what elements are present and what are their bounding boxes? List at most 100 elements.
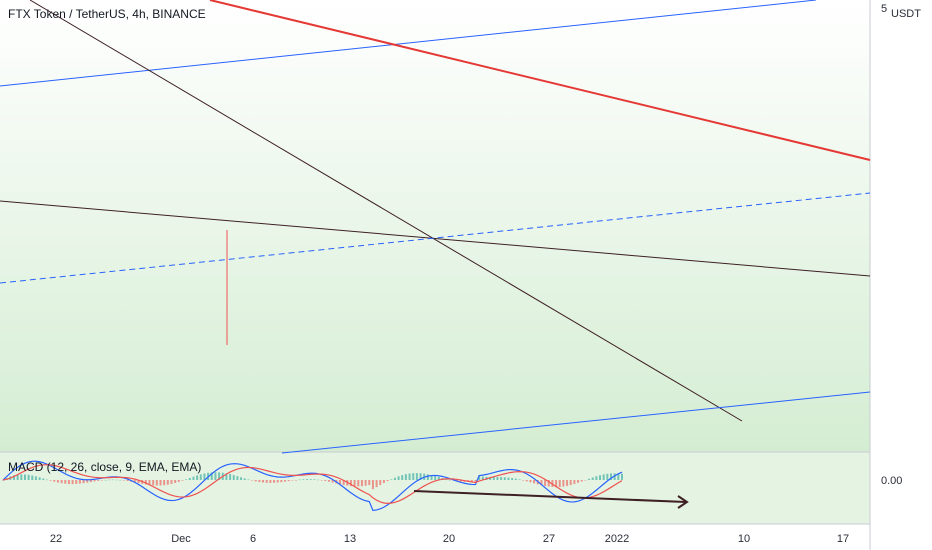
macd-histogram-bar — [159, 480, 162, 486]
macd-histogram-bar — [295, 480, 298, 481]
macd-histogram-bar — [327, 480, 330, 482]
macd-histogram-bar — [31, 475, 34, 480]
macd-histogram-bar — [302, 479, 305, 480]
macd-histogram-bar — [309, 479, 312, 480]
macd-histogram-bar — [478, 475, 481, 480]
macd-histogram-bar — [331, 480, 334, 483]
macd-histogram-bar — [177, 480, 180, 482]
macd-histogram-bar — [412, 473, 415, 480]
macd-histogram-bar — [408, 473, 411, 480]
macd-histogram-bar — [16, 474, 19, 480]
macd-histogram-bar — [602, 474, 605, 480]
macd-histogram-bar — [2, 480, 4, 481]
macd-histogram-bar — [97, 480, 100, 481]
macd-histogram-bar — [382, 480, 385, 484]
macd-histogram-bar — [371, 480, 374, 490]
macd-histogram-bar — [353, 480, 356, 487]
macd-histogram-bar — [569, 480, 572, 486]
macd-histogram-bar — [56, 480, 59, 483]
macd-histogram-bar — [306, 479, 309, 480]
macd-histogram-bar — [192, 476, 195, 480]
macd-histogram-bar — [404, 474, 407, 480]
macd-histogram-bar — [152, 480, 155, 486]
macd-histogram-bar — [273, 480, 276, 483]
upper-channel-line — [0, 0, 817, 87]
macd-histogram-bar — [298, 479, 301, 481]
macd-histogram-bar — [580, 480, 583, 482]
macd-histogram-bar — [203, 473, 206, 480]
macd-histogram-bar — [313, 479, 316, 480]
macd-histogram-bar — [67, 480, 70, 484]
macd-histogram-bar — [291, 480, 294, 481]
main-pane-background — [0, 0, 870, 452]
macd-histogram-bar — [254, 480, 257, 482]
macd-histogram-bar — [364, 480, 367, 486]
macd-histogram-bar — [415, 473, 418, 480]
macd-histogram-bar — [100, 480, 103, 481]
x-tick-label: 10 — [738, 533, 750, 545]
macd-histogram-bar — [170, 480, 173, 484]
time-axis[interactable]: 22 Dec 6 13 20 27 2022 10 17 — [50, 533, 849, 545]
macd-histogram-bar — [588, 478, 591, 480]
macd-histogram-bar — [459, 480, 462, 482]
macd-histogram-bar — [324, 480, 327, 481]
x-tick-label: 13 — [344, 533, 356, 545]
macd-histogram-bar — [342, 480, 345, 486]
macd-histogram-bar — [445, 478, 448, 480]
x-tick-label: 6 — [250, 533, 256, 545]
trendline-drawings — [0, 0, 871, 454]
macd-histogram-bar — [573, 480, 576, 485]
macd-histogram-bar — [566, 480, 569, 486]
macd-histogram-bar — [174, 480, 177, 483]
macd-histogram-bar — [251, 480, 254, 481]
macd-histogram-bar — [434, 476, 437, 480]
macd-histogram-bar — [514, 478, 517, 480]
macd-histogram-bar — [492, 476, 495, 480]
macd-histogram-bar — [522, 480, 525, 481]
macd-histogram-bar — [75, 480, 78, 484]
macd-histogram-bar — [64, 480, 67, 484]
macd-histogram-bar — [390, 479, 393, 480]
macd-histogram-bar — [225, 473, 228, 480]
macd-histogram-bar — [496, 477, 499, 480]
macd-zero-tick: 0.00 — [881, 475, 902, 487]
macd-histogram-bar — [621, 473, 623, 480]
macd-histogram-bar — [137, 480, 140, 484]
macd-histogram-bar — [474, 480, 477, 482]
macd-histogram-bar — [393, 477, 396, 480]
macd-histogram-bar — [316, 479, 319, 481]
macd-histogram-bar — [287, 480, 290, 482]
macd-histogram-bar — [53, 480, 56, 482]
macd-histogram-bar — [214, 472, 217, 480]
macd-histogram-bar — [599, 475, 602, 480]
lower-channel-line — [281, 391, 871, 454]
macd-histogram-bar — [45, 479, 48, 481]
candlestick-series — [226, 230, 228, 345]
macd-histogram-bar — [533, 480, 536, 484]
macd-histogram-bar — [185, 479, 188, 480]
macd-histogram-bar — [617, 473, 620, 480]
x-tick-label: 2022 — [605, 533, 629, 545]
macd-histogram-bar — [71, 480, 74, 485]
macd-histogram-bar — [613, 473, 616, 480]
macd-histogram-bar — [507, 477, 510, 480]
macd-histogram-bar — [38, 477, 41, 480]
macd-histogram-bar — [368, 480, 371, 486]
macd-histogram-bar — [60, 480, 63, 484]
macd-histogram-bar — [181, 480, 184, 481]
x-tick-label: 22 — [50, 533, 62, 545]
symbol-title[interactable]: FTX Token / TetherUS, 4h, BINANCE — [8, 7, 206, 21]
descending-trendline — [29, 0, 743, 422]
macd-histogram-bar — [82, 480, 85, 484]
macd-histogram-bar — [595, 476, 598, 480]
macd-title[interactable]: MACD (12, 26, close, 9, EMA, EMA) — [8, 460, 201, 474]
macd-histogram-bar — [562, 480, 565, 487]
macd-histogram-bar — [426, 474, 429, 480]
macd-histogram-bar — [606, 473, 609, 480]
price-axis-background — [870, 0, 932, 550]
macd-histogram-bar — [210, 472, 213, 480]
macd-histogram-bar — [349, 480, 352, 487]
macd-histogram-bar — [232, 475, 235, 480]
macd-histogram-bar — [196, 475, 199, 480]
